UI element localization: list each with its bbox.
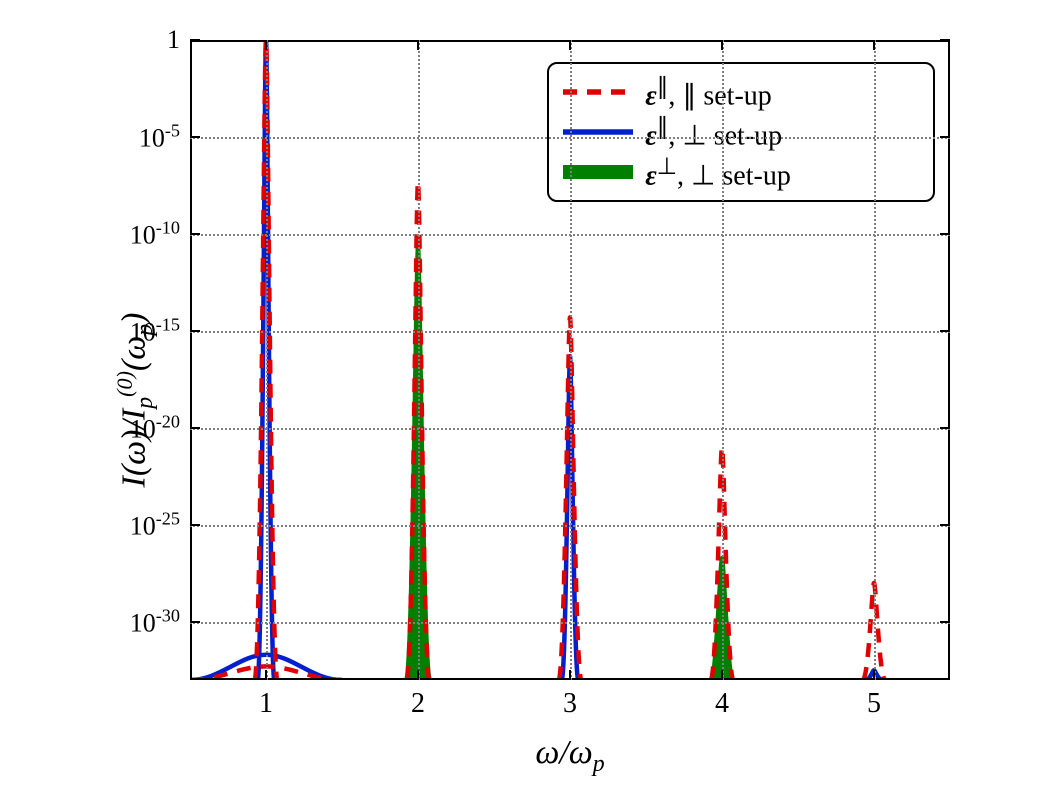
ytick-mark <box>940 39 950 41</box>
ytick-label: 10-20 <box>130 412 190 445</box>
ytick-mark <box>190 621 200 623</box>
ytick-label: 10-25 <box>130 509 190 542</box>
ytick-mark <box>190 330 200 332</box>
gridline-v <box>266 40 268 680</box>
figure: I(ω)/Ip(0)(ωp) ε∥, ∥ set-upε∥, ⊥ set-upε… <box>0 0 1040 800</box>
legend-swatch <box>563 162 633 182</box>
ytick-mark <box>940 621 950 623</box>
legend-swatch <box>563 82 633 102</box>
legend: ε∥, ∥ set-upε∥, ⊥ set-upε⊥, ⊥ set-up <box>547 62 935 202</box>
xtick-mark <box>265 670 267 680</box>
legend-entry: ε∥, ∥ set-up <box>563 72 919 112</box>
ytick-mark <box>940 524 950 526</box>
ytick-mark <box>940 233 950 235</box>
xtick-mark <box>569 670 571 680</box>
xtick-mark <box>417 40 419 50</box>
gridline-v <box>722 40 724 680</box>
ytick-mark <box>190 427 200 429</box>
xtick-label: 4 <box>715 680 729 720</box>
legend-label: ε⊥, ⊥ set-up <box>645 152 791 192</box>
ytick-mark <box>940 330 950 332</box>
legend-label: ε∥, ⊥ set-up <box>645 112 782 152</box>
ytick-label: 10-30 <box>130 605 190 638</box>
legend-entry: ε⊥, ⊥ set-up <box>563 152 919 192</box>
xtick-mark <box>873 40 875 50</box>
ytick-label: 1 <box>167 25 190 55</box>
xtick-label: 2 <box>411 680 425 720</box>
xtick-label: 3 <box>563 680 577 720</box>
xtick-mark <box>417 670 419 680</box>
gridline-v <box>874 40 876 680</box>
ytick-mark <box>940 136 950 138</box>
ytick-label: 10-10 <box>130 218 190 251</box>
xtick-label: 5 <box>867 680 881 720</box>
xtick-mark <box>265 40 267 50</box>
legend-label: ε∥, ∥ set-up <box>645 72 772 112</box>
legend-swatch <box>563 122 633 142</box>
plot-area: ε∥, ∥ set-upε∥, ⊥ set-upε⊥, ⊥ set-up 110… <box>190 40 950 680</box>
gridline-v <box>418 40 420 680</box>
xtick-mark <box>721 40 723 50</box>
xtick-mark <box>873 670 875 680</box>
gridline-v <box>570 40 572 680</box>
x-axis-label: ω/ωp <box>535 734 604 778</box>
ytick-mark <box>190 136 200 138</box>
ytick-mark <box>190 233 200 235</box>
xtick-mark <box>569 40 571 50</box>
ytick-label: 10-5 <box>139 121 190 154</box>
ytick-mark <box>190 39 200 41</box>
ytick-mark <box>190 524 200 526</box>
ytick-label: 10-15 <box>130 315 190 348</box>
xtick-mark <box>721 670 723 680</box>
xtick-label: 1 <box>259 680 273 720</box>
legend-entry: ε∥, ⊥ set-up <box>563 112 919 152</box>
ytick-mark <box>940 427 950 429</box>
